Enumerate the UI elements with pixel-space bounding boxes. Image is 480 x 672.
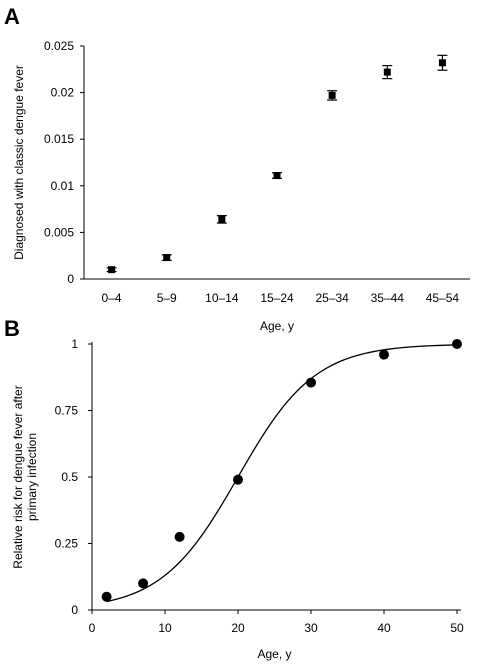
panel-a-y-axis-title: Diagnosed with classic dengue fever (12, 65, 26, 260)
panel-b-x-tick-label: 20 (231, 621, 245, 635)
panel-a-x-tick-label: 45–54 (426, 291, 460, 305)
panel-a-y-tick-label: 0.02 (51, 86, 75, 100)
panel-a-y-tick-label: 0.01 (51, 179, 75, 193)
panel-b-x-tick-label: 0 (89, 621, 96, 635)
panel-a-x-tick-label: 35–44 (371, 291, 405, 305)
panel-a-label: A (4, 4, 20, 29)
panel-a-ticks: 0 0.005 0.01 0.015 0.02 0.025 0–4 5–9 10–14 15–24… (44, 39, 459, 305)
panel-b-y-axis-title-line2: primary infection (25, 433, 39, 521)
panel-b-data-point (101, 591, 112, 602)
panel-b-y-axis-title-line1: Relative risk for dengue fever after (11, 385, 25, 568)
panel-a-x-tick-label: 5–9 (157, 291, 177, 305)
panel-b-axes (91, 342, 461, 611)
panel-b-x-tick-label: 40 (377, 621, 391, 635)
panel-a-data-point (328, 91, 336, 99)
panel-a-data-point (108, 266, 116, 274)
panel-b-fit-curve (106, 344, 458, 603)
panel-b-x-tick-label: 10 (158, 621, 172, 635)
panel-b-y-tick-label: 0.75 (55, 404, 79, 418)
panel-a-data-point (383, 68, 391, 76)
panel-b-y-tick-label: 1 (71, 337, 78, 351)
panel-b-data-point (306, 377, 316, 388)
panel-a-x-axis-title: Age, y (260, 319, 294, 333)
panel-a-x-tick-label: 15–24 (260, 291, 294, 305)
panel-a-data-point (438, 59, 446, 67)
panel-a-data-point (218, 215, 226, 223)
panel-b-x-tick-label: 30 (304, 621, 318, 635)
panel-b-data-point (138, 578, 149, 589)
panel-a-y-tick-label: 0.015 (44, 132, 74, 146)
panel-b-x-axis-title: Age, y (257, 647, 291, 661)
panel-b-fit-curve-group (106, 344, 458, 603)
panel-b-y-tick-label: 0.5 (61, 470, 78, 484)
panel-b-data-point (174, 531, 185, 542)
panel-b-data-point (233, 474, 243, 485)
panel-a-data-point (273, 172, 281, 180)
panel-a-data-points (106, 54, 448, 274)
panel-b-y-tick-label: 0 (71, 603, 78, 617)
panel-a-y-tick-label: 0.005 (44, 225, 74, 239)
panel-b-data-point (379, 349, 389, 360)
panel-a-y-tick-label: 0 (67, 272, 74, 286)
panel-a-y-tick-label: 0.025 (44, 39, 74, 53)
panel-b: B Relative risk for dengue fever after p… (4, 316, 464, 661)
panel-b-x-tick-label: 50 (450, 621, 464, 635)
panel-a-data-point (163, 254, 171, 262)
panel-b-y-tick-label: 0.25 (55, 537, 79, 551)
panel-a-axes (83, 46, 470, 280)
panel-a-x-tick-label: 25–34 (315, 291, 349, 305)
panel-a: A Diagnosed with classic dengue fever Ag… (4, 4, 470, 333)
panel-b-data-point (452, 339, 462, 349)
panel-a-x-tick-label: 10–14 (205, 291, 239, 305)
panel-a-x-tick-label: 0–4 (102, 291, 122, 305)
panel-b-label: B (4, 316, 20, 341)
panel-b-data-points (101, 339, 462, 602)
